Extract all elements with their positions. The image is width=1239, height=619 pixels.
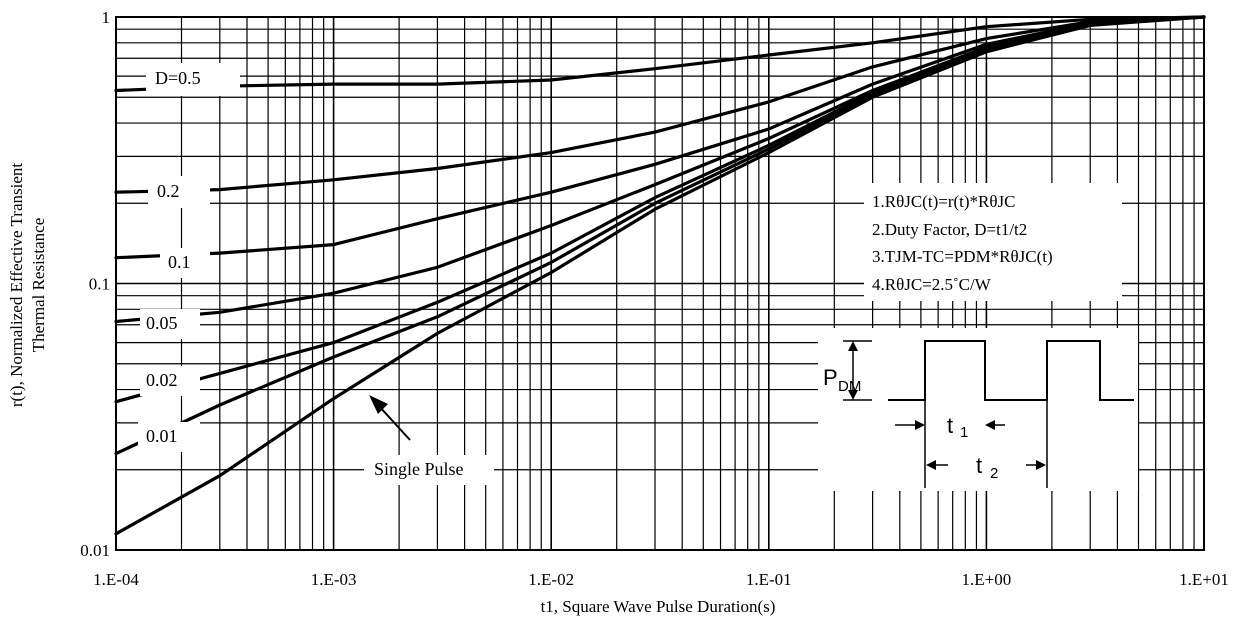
series-line-6 — [114, 15, 1206, 536]
y-tick-label: 1 — [102, 8, 111, 27]
x-tick-label: 1.E+01 — [1179, 570, 1229, 589]
label-d005: 0.05 — [140, 309, 200, 339]
label-d01: 0.1 — [160, 248, 210, 278]
t1-label: t — [947, 413, 953, 438]
x-tick-label: 1.E-04 — [93, 570, 139, 589]
label-d002: 0.02 — [140, 366, 200, 396]
label-single-pulse-text: Single Pulse — [374, 459, 464, 479]
label-d05: D=0.5 — [146, 63, 240, 96]
t2-label: t — [976, 453, 982, 478]
label-single-pulse: Single Pulse — [364, 455, 494, 485]
label-d02: 0.2 — [148, 176, 210, 208]
series-line-1 — [114, 15, 1206, 194]
y-tick-label: 0.01 — [80, 541, 110, 560]
label-d01-text: 0.1 — [168, 252, 191, 272]
label-d05-text: D=0.5 — [155, 68, 201, 88]
tick-labels: 1.E-04 1.E-03 1.E-02 1.E-01 1.E+00 1.E+01 0.01… — [80, 8, 1229, 589]
plot-frame — [115, 16, 1205, 551]
x-tick-label: 1.E+00 — [962, 570, 1012, 589]
x-tick-label: 1.E-03 — [311, 570, 357, 589]
x-tick-label: 1.E-02 — [528, 570, 574, 589]
y-axis-title-line1: r(t), Normalized Effective Transient — [7, 163, 26, 408]
single-pulse-arrow — [369, 395, 411, 441]
label-d005-text: 0.05 — [146, 313, 178, 333]
y-axis-title-line2: Thermal Resistance — [29, 218, 48, 353]
label-d002-text: 0.02 — [146, 370, 178, 390]
x-tick-label: 1.E-01 — [746, 570, 792, 589]
t1-sub: 1 — [960, 424, 968, 441]
label-d001: 0.01 — [138, 422, 200, 452]
pulse-diagram: P DM t 1 t 2 — [818, 328, 1138, 491]
y-tick-label: 0.1 — [89, 275, 110, 294]
x-axis-title: t1, Square Wave Pulse Duration(s) — [541, 597, 776, 616]
y-axis-title: r(t), Normalized Effective Transient The… — [7, 163, 48, 408]
label-d02-text: 0.2 — [157, 181, 180, 201]
pdm-label: P — [823, 365, 838, 390]
label-d001-text: 0.01 — [146, 426, 178, 446]
note-2: 2.Duty Factor, D=t1/t2 — [872, 220, 1027, 239]
note-1: 1.RθJC(t)=r(t)*RθJC — [872, 192, 1015, 211]
curves — [114, 15, 1206, 536]
series-line-0 — [114, 15, 1206, 93]
pdm-sub: DM — [838, 378, 861, 395]
note-4: 4.RθJC=2.5˚C/W — [872, 275, 992, 294]
notes-box: 1.RθJC(t)=r(t)*RθJC 2.Duty Factor, D=t1/… — [864, 183, 1122, 301]
note-3: 3.TJM-TC=PDM*RθJC(t) — [872, 247, 1053, 266]
t2-sub: 2 — [990, 465, 998, 482]
series-line-2 — [114, 15, 1206, 260]
